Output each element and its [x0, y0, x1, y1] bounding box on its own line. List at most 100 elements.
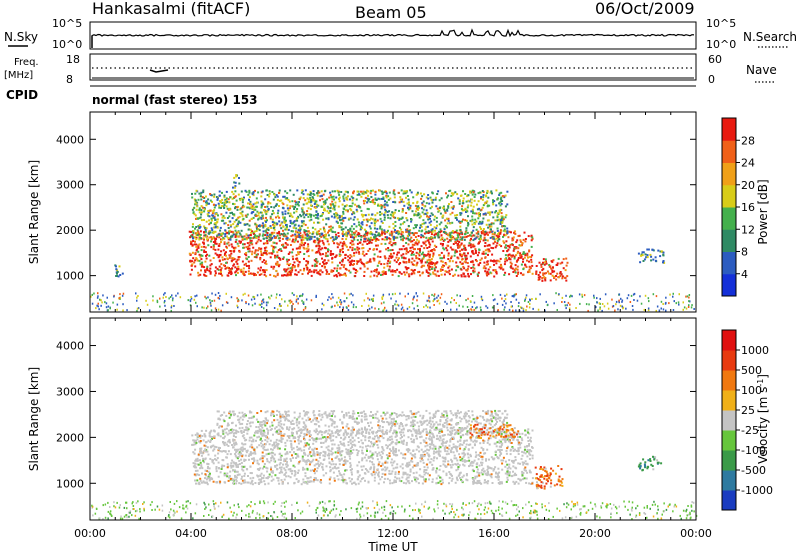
echo-cell	[309, 208, 312, 211]
clutter-cell	[556, 309, 558, 311]
echo-cell	[331, 257, 334, 260]
echo-cell	[254, 223, 257, 226]
echo-cell	[291, 266, 294, 269]
colorbar-segment	[722, 251, 736, 275]
echo-cell	[359, 480, 362, 483]
echo-cell	[486, 468, 489, 471]
echo-cell	[447, 217, 450, 220]
echo-cell	[563, 276, 566, 279]
echo-cell	[197, 271, 200, 274]
echo-cell	[522, 238, 525, 241]
echo-cell	[333, 208, 336, 211]
echo-cell	[288, 238, 291, 241]
echo-cell	[551, 271, 554, 274]
echo-cell	[282, 243, 285, 246]
echo-cell	[654, 256, 657, 259]
echo-cell	[447, 271, 450, 274]
echo-cell	[286, 273, 289, 276]
clutter-cell	[494, 298, 496, 301]
echo-cell	[315, 258, 318, 261]
echo-cell	[228, 432, 231, 435]
echo-cell	[375, 238, 378, 241]
echo-cell	[313, 464, 316, 467]
clutter-cell	[252, 295, 254, 298]
echo-cell	[488, 243, 491, 246]
echo-cell	[115, 265, 117, 268]
echo-cell	[294, 273, 297, 276]
echo-cell	[345, 234, 348, 237]
echo-cell	[215, 238, 218, 240]
echo-cell	[397, 470, 400, 473]
echo-cell	[436, 193, 439, 195]
clutter-cell	[101, 301, 103, 304]
echo-cell	[262, 270, 265, 273]
echo-cell	[227, 224, 230, 227]
echo-cell	[493, 468, 496, 471]
echo-cell	[378, 234, 381, 237]
echo-cell	[458, 200, 461, 203]
echo-cell	[239, 269, 242, 272]
echo-cell	[365, 230, 367, 233]
echo-cell	[390, 458, 393, 461]
echo-cell	[205, 257, 208, 260]
echo-cell	[430, 220, 433, 223]
echo-cell	[272, 267, 275, 270]
clutter-cell	[173, 305, 175, 307]
echo-cell	[390, 461, 393, 464]
echo-cell	[336, 246, 339, 249]
echo-cell	[294, 203, 297, 206]
echo-cell	[321, 213, 324, 215]
echo-cell	[403, 221, 406, 224]
echo-cell	[566, 261, 569, 264]
clutter-cell	[291, 300, 293, 303]
echo-cell	[357, 260, 360, 263]
echo-cell	[201, 206, 204, 209]
echo-cell	[447, 433, 450, 436]
echo-cell	[452, 243, 455, 245]
echo-cell	[342, 217, 345, 220]
echo-cell	[491, 211, 494, 214]
echo-cell	[250, 203, 252, 206]
echo-cell	[263, 273, 266, 276]
echo-cell	[270, 459, 273, 462]
clutter-cell	[611, 298, 613, 301]
echo-cell	[256, 235, 259, 238]
echo-cell	[463, 275, 466, 278]
echo-cell	[550, 267, 553, 270]
echo-cell	[435, 262, 438, 265]
echo-cell	[316, 238, 319, 241]
clutter-cell	[105, 306, 108, 309]
echo-cell	[439, 436, 442, 439]
echo-cell	[333, 267, 336, 270]
echo-cell	[445, 217, 448, 220]
echo-cell	[247, 260, 250, 263]
echo-cell	[286, 464, 289, 467]
echo-cell	[323, 266, 326, 269]
echo-cell	[252, 216, 255, 219]
echo-cell	[390, 244, 393, 246]
echo-cell	[238, 232, 241, 235]
beam-title: Beam 05	[355, 3, 427, 22]
echo-cell	[239, 212, 242, 215]
echo-cell	[461, 233, 464, 236]
echo-cell	[219, 471, 222, 474]
echo-cell	[301, 234, 304, 237]
clutter-cell	[397, 304, 400, 307]
echo-cell	[312, 190, 315, 193]
echo-cell	[374, 240, 377, 242]
echo-cell	[383, 232, 386, 235]
echo-cell	[287, 198, 290, 201]
echo-cell	[417, 205, 420, 208]
echo-cell	[425, 441, 428, 444]
echo-cell	[326, 238, 329, 241]
echo-cell	[366, 207, 369, 210]
echo-cell	[458, 245, 461, 248]
echo-cell	[261, 467, 264, 470]
echo-cell	[276, 232, 279, 235]
echo-cell	[188, 252, 191, 255]
echo-cell	[262, 242, 265, 245]
echo-cell	[359, 241, 361, 244]
echo-cell	[314, 200, 317, 203]
echo-cell	[358, 251, 360, 254]
clutter-cell	[112, 301, 114, 304]
